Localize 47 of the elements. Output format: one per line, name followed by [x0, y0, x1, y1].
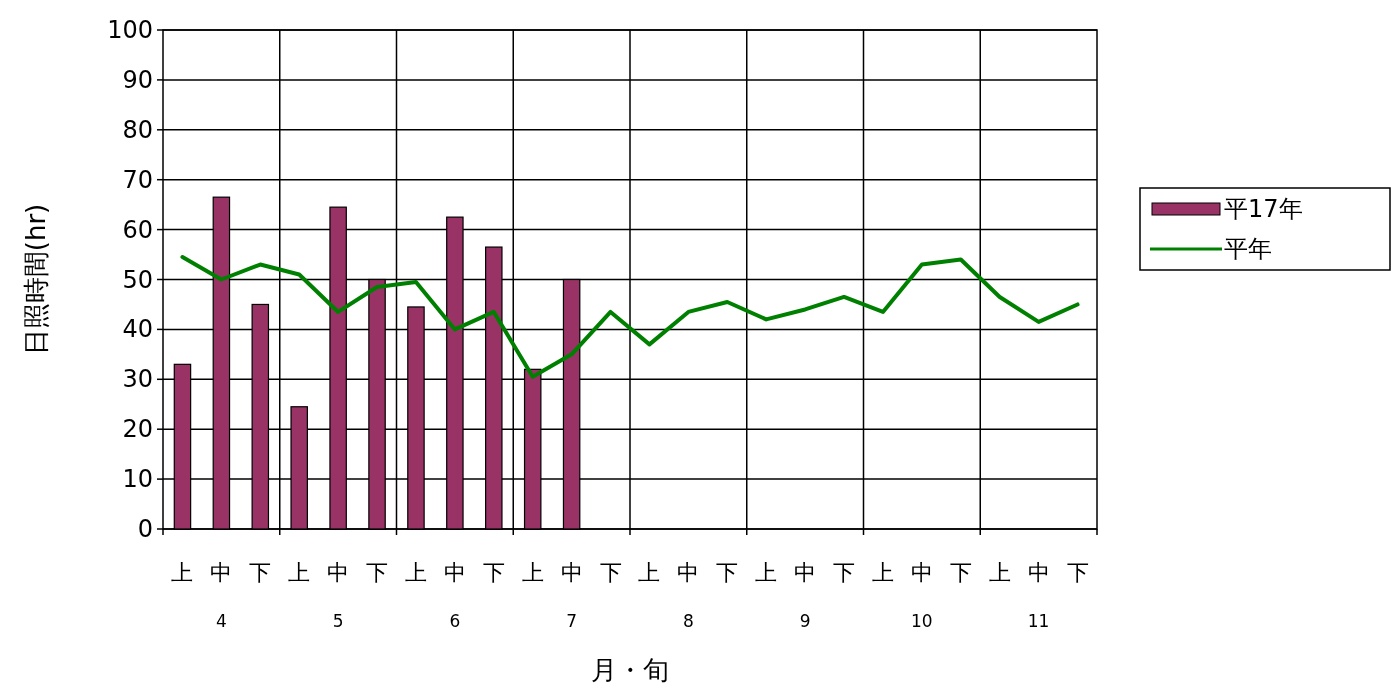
x-tick-label: 下 — [366, 559, 389, 585]
y-tick-label: 40 — [122, 315, 153, 344]
x-tick-label: 下 — [833, 559, 856, 585]
x-tick-label: 下 — [482, 559, 505, 585]
x-tick-label: 上 — [521, 559, 544, 585]
x-tick-label: 上 — [404, 559, 427, 585]
y-tick-label: 70 — [122, 165, 153, 194]
x-tick-label: 中 — [210, 559, 233, 585]
x-tick-label: 下 — [949, 559, 972, 585]
text: 9 — [799, 611, 811, 631]
text: 5 — [332, 611, 344, 631]
x-tick-label: 中 — [677, 559, 700, 585]
y-tick-label: 30 — [122, 365, 153, 394]
x-tick-label: 下 — [599, 559, 622, 585]
y-tick-label: 0 — [137, 515, 153, 543]
legend-label: 平17年 — [1224, 195, 1303, 223]
x-tick-label: 下 — [249, 559, 272, 585]
x-tick-label: 上 — [171, 559, 194, 585]
x-tick-label: 上 — [638, 559, 661, 585]
x-axis-title: 月・旬 — [591, 655, 669, 685]
x-tick-label: 中 — [560, 559, 583, 585]
x-tick-label: 下 — [1066, 559, 1089, 585]
x-tick-label: 中 — [1027, 559, 1050, 585]
x-tick-label: 上 — [288, 559, 311, 585]
text: 7 — [566, 611, 578, 631]
text: 6 — [449, 611, 461, 631]
text: 4 — [215, 611, 227, 631]
x-tick-label: 中 — [794, 559, 817, 585]
y-tick-label: 100 — [107, 16, 153, 44]
x-tick-label: 上 — [988, 559, 1011, 585]
text: 10 — [911, 611, 933, 631]
x-tick-label: 中 — [327, 559, 350, 585]
y-tick-label: 60 — [122, 215, 153, 244]
x-tick-label: 上 — [755, 559, 778, 585]
legend-label: 平年 — [1224, 235, 1272, 263]
y-tick-label: 10 — [122, 465, 153, 494]
x-tick-label: 中 — [443, 559, 466, 585]
x-tick-label: 中 — [910, 559, 933, 585]
y-tick-label: 20 — [122, 415, 153, 444]
y-axis-title: 日照時間(hr) — [21, 203, 51, 356]
x-tick-label: 下 — [716, 559, 739, 585]
y-tick-label: 90 — [122, 65, 153, 94]
text: 8 — [682, 611, 694, 631]
text: 11 — [1027, 611, 1050, 631]
y-tick-label: 80 — [122, 115, 153, 144]
x-tick-label: 上 — [871, 559, 894, 585]
y-tick-label: 50 — [122, 265, 153, 294]
